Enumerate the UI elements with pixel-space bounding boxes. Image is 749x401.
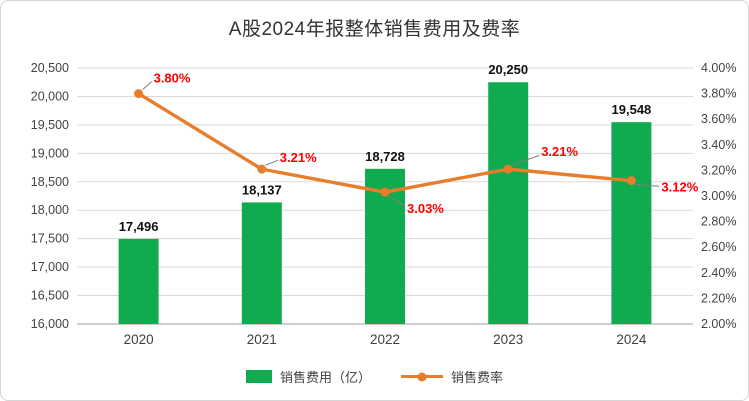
- left-axis-tick: 16,500: [31, 289, 69, 303]
- label-leader-line: [512, 155, 540, 166]
- left-axis-tick: 19,000: [31, 146, 69, 160]
- legend-item-line-series: 销售费率: [401, 367, 503, 386]
- left-axis-tick: 16,000: [31, 317, 69, 331]
- rate-point: [257, 164, 267, 174]
- line-series-dot: [417, 372, 427, 381]
- right-axis-tick: 3.00%: [701, 189, 736, 203]
- chart-title: A股2024年报整体销售费用及费率: [228, 19, 521, 40]
- left-axis-tick: 17,500: [31, 232, 69, 246]
- right-axis-tick: 3.40%: [701, 138, 736, 152]
- right-axis-tick: 3.80%: [701, 87, 736, 101]
- left-axis-tick: 20,500: [31, 61, 69, 75]
- bar: [611, 122, 652, 324]
- x-axis-label: 2023: [493, 332, 523, 347]
- left-axis-tick: 17,000: [31, 260, 69, 274]
- label-leader-line: [265, 159, 278, 166]
- rate-value-label: 3.12%: [661, 180, 698, 195]
- rate-value-label: 3.21%: [541, 144, 578, 159]
- right-axis-tick: 2.20%: [701, 291, 736, 305]
- bar-value-label: 17,496: [119, 219, 159, 234]
- line-series-swatch: [401, 372, 443, 381]
- left-axis-tick: 19,500: [31, 118, 69, 132]
- x-axis-label: 2021: [247, 332, 277, 347]
- label-leader-line: [142, 81, 152, 90]
- rate-value-label: 3.03%: [407, 201, 444, 216]
- label-leader-line: [635, 184, 660, 187]
- right-axis-tick: 4.00%: [701, 61, 736, 75]
- right-axis-tick: 3.20%: [701, 163, 736, 177]
- right-axis-tick: 2.60%: [701, 240, 736, 254]
- bar-value-label: 19,548: [612, 102, 652, 117]
- left-axis-tick: 18,000: [31, 203, 69, 217]
- legend-label-bar-series: 销售费用（亿）: [279, 370, 371, 385]
- rate-value-label: 3.21%: [280, 150, 317, 165]
- bar-value-label: 18,728: [365, 149, 405, 164]
- rate-point: [626, 176, 636, 186]
- right-axis-tick: 2.40%: [701, 266, 736, 280]
- legend-label-line-series: 销售费率: [451, 370, 504, 385]
- bar: [241, 202, 282, 324]
- right-axis-tick: 3.60%: [701, 112, 736, 126]
- bar-value-label: 18,137: [242, 182, 282, 197]
- bar: [118, 238, 159, 324]
- x-axis-label: 2020: [124, 332, 154, 347]
- legend-item-bar-series: 销售费用（亿）: [245, 367, 371, 386]
- right-axis-tick: 2.80%: [701, 215, 736, 229]
- rate-point: [134, 89, 144, 99]
- bar: [488, 82, 529, 324]
- chart-legend: 销售费用（亿） 销售费率: [1, 367, 748, 386]
- bar-value-label: 20,250: [488, 62, 528, 77]
- left-axis-tick: 18,500: [31, 175, 69, 189]
- right-axis-tick: 2.00%: [701, 317, 736, 331]
- rate-value-label: 3.80%: [154, 71, 191, 86]
- x-axis-label: 2022: [370, 332, 400, 347]
- left-axis-tick: 20,000: [31, 89, 69, 103]
- rate-point: [380, 187, 390, 197]
- bar-series-swatch: [245, 370, 272, 383]
- label-leader-line: [388, 195, 406, 207]
- rate-point: [503, 164, 513, 174]
- x-axis-label: 2024: [616, 332, 647, 347]
